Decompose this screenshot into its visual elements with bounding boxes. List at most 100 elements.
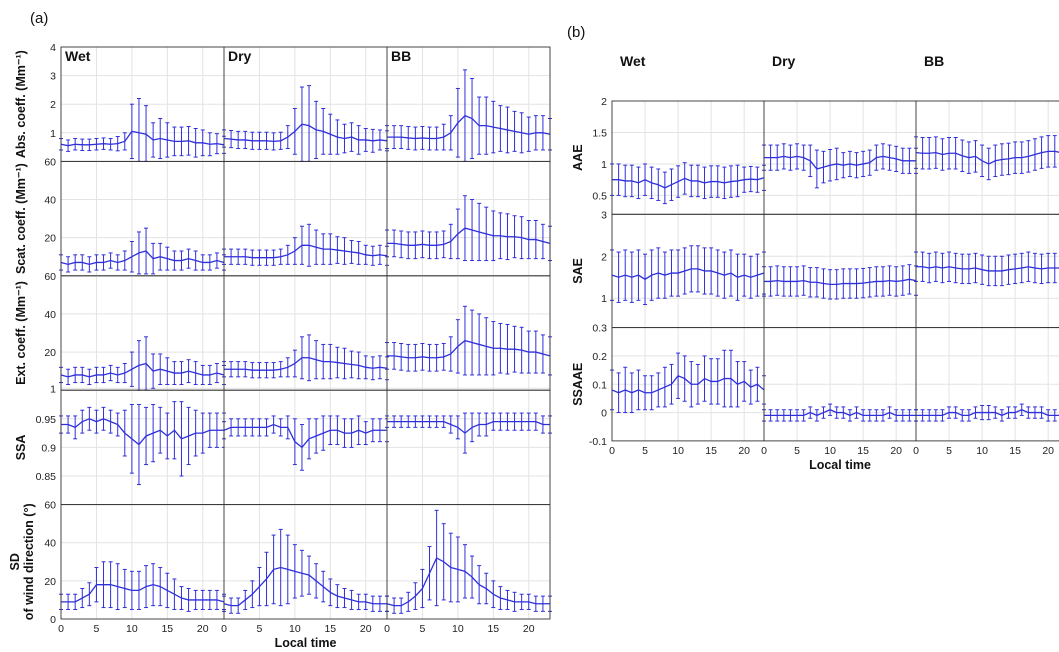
y-tick-label: 0 — [50, 614, 56, 626]
subplot-dry: 0 5 10 15 20 — [761, 327, 918, 457]
series-line — [61, 418, 224, 446]
column-title-dry: Dry — [772, 53, 796, 69]
subplot-frame — [60, 275, 225, 391]
subplot-frame — [386, 275, 551, 391]
x-tick-label: 5 — [420, 623, 426, 635]
subplot-frame — [60, 160, 225, 277]
series-line — [387, 227, 551, 246]
x-tick-label: 10 — [452, 623, 464, 635]
x-axis-label: Local time — [809, 458, 871, 472]
subplot-bb — [385, 160, 552, 277]
series-line — [224, 357, 388, 371]
x-tick-label: 0 — [913, 445, 919, 457]
y-tick-label: 1.5 — [592, 127, 607, 139]
y-tick-label: 0.9 — [41, 442, 56, 454]
y-tick-label: 1 — [601, 159, 607, 171]
series-line — [916, 266, 1059, 272]
x-tick-label: 15 — [857, 445, 869, 457]
series-line — [60, 130, 225, 147]
y-tick-label: 0.5 — [592, 190, 607, 202]
x-tick-label: 15 — [324, 623, 336, 635]
y-tick-label: 20 — [44, 347, 56, 359]
x-tick-label: 20 — [890, 445, 902, 457]
x-tick-label: 20 — [197, 623, 209, 635]
subplot-wet — [59, 389, 226, 506]
series-line — [224, 244, 388, 259]
y-tick-label: 60 — [44, 500, 56, 512]
series-line — [915, 150, 1059, 165]
y-tick-label: 60 — [44, 156, 56, 168]
y-tick-label: 20 — [44, 233, 56, 245]
y-tick-label: 40 — [44, 195, 56, 207]
subplot-frame — [915, 100, 1059, 215]
y-tick-label: 3 — [50, 71, 56, 83]
series-line — [60, 362, 225, 378]
y-axis-label: SSAAE — [571, 363, 585, 406]
series-line — [764, 278, 917, 286]
row-abs-coeff-mm-: 1 2 3 4 Abs. coeff. (Mm⁻¹) — [14, 42, 552, 162]
y-tick-label: 40 — [44, 538, 56, 550]
y-tick-label: 1 — [50, 128, 56, 140]
row-sd: 0 5 10 15 20 0 5 10 15 20 0 5 10 15 20 0 20 40 60 SD of wind… — [8, 500, 552, 635]
y-axis-label: SD — [8, 553, 22, 570]
x-tick-label: 0 — [58, 623, 64, 635]
x-tick-label: 20 — [1042, 445, 1054, 457]
subplot-frame — [611, 213, 765, 329]
series-line — [387, 339, 551, 359]
y-axis-label: SSA — [14, 435, 28, 461]
subplot-wet — [610, 213, 766, 329]
panel-label: (a) — [30, 10, 48, 27]
x-tick-label: 5 — [94, 623, 100, 635]
x-axis-label: Local time — [275, 636, 337, 650]
series-line — [386, 557, 550, 607]
subplot-frame — [763, 100, 917, 215]
x-tick-label: 20 — [738, 445, 750, 457]
column-title-bb: BB — [924, 53, 944, 69]
x-tick-label: 15 — [705, 445, 717, 457]
subplot-wet — [59, 160, 226, 277]
subplot-wet: 0 5 10 15 20 — [58, 504, 226, 635]
x-tick-label: 0 — [609, 445, 615, 457]
y-tick-label: 0.1 — [592, 379, 607, 391]
panel-b: (b) Wet Dry BB 0.5 1 1.5 2 AAE 1 2 3 SAE 0 5 10 15 20 0 5 10… — [567, 24, 1059, 472]
series-line — [60, 250, 225, 266]
y-tick-label: 1 — [601, 293, 607, 305]
series-line — [764, 409, 916, 417]
series-line — [611, 374, 765, 394]
x-tick-label: 15 — [161, 623, 173, 635]
row-scat-coeff-mm-: 20 40 60 Scat. coeff. (Mm⁻¹) — [14, 156, 552, 277]
subplot-bb — [385, 46, 552, 162]
y-axis-label: AAE — [571, 144, 585, 170]
y-tick-label: 40 — [44, 309, 56, 321]
column-title-wet: Wet — [620, 53, 646, 69]
y-tick-label: 60 — [44, 271, 56, 283]
subplot-wet — [59, 275, 226, 391]
row-ext-coeff-mm-: 1 20 40 60 Ext. coeff. (Mm⁻¹) — [14, 271, 552, 395]
subplot-bb — [385, 275, 552, 391]
row-ssaae: 0 5 10 15 20 0 5 10 15 20 0 5 10 15 20-0.100.10.20.3SS… — [571, 323, 1059, 457]
subplot-frame — [763, 213, 917, 329]
subplot-wet — [59, 46, 226, 162]
panel-a: (a) Wet Dry BB 1 2 3 4 Abs. coeff. (Mm⁻¹) 20 40 60 S… — [8, 10, 552, 650]
series-line — [223, 566, 387, 607]
x-tick-label: 15 — [1009, 445, 1021, 457]
series-line — [387, 421, 550, 434]
y-tick-label: 0 — [601, 408, 607, 420]
x-tick-label: 10 — [126, 623, 138, 635]
x-tick-label: 15 — [487, 623, 499, 635]
x-tick-label: 20 — [523, 623, 535, 635]
x-tick-label: 0 — [761, 445, 767, 457]
subplot-dry — [222, 46, 389, 162]
column-title-dry: Dry — [228, 48, 252, 64]
x-tick-label: 10 — [289, 623, 301, 635]
y-axis-label: Scat. coeff. (Mm⁻¹) — [14, 163, 28, 274]
row-ssa: 0.85 0.9 0.95 SSA — [14, 389, 552, 506]
y-tick-label: 2 — [50, 99, 56, 111]
series-line — [611, 268, 765, 281]
subplot-bb: 0 5 10 15 20 — [384, 504, 552, 635]
subplot-dry — [222, 275, 389, 391]
subplot-wet: 0 5 10 15 20 — [609, 327, 766, 457]
x-tick-label: 5 — [946, 445, 952, 457]
subplot-frame — [915, 327, 1059, 442]
